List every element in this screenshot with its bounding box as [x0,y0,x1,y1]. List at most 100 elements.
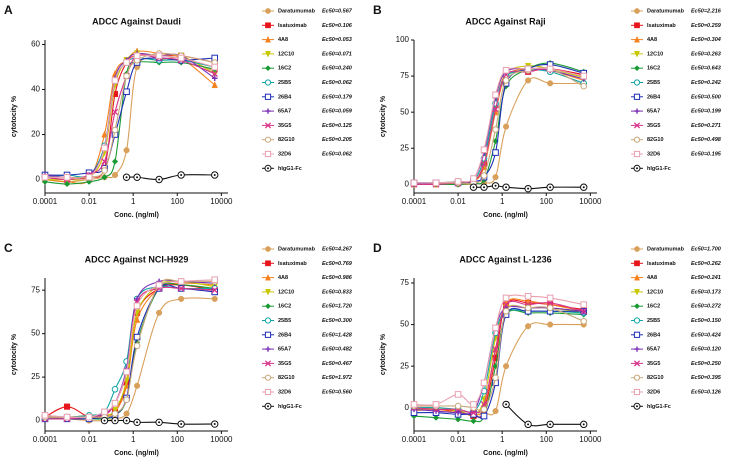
marker [634,65,640,72]
legend-label: Isatuximab [647,261,676,267]
series-line [44,279,215,419]
marker [546,294,554,302]
legend-label: 35G5 [278,361,291,367]
marker [503,363,510,370]
x-tick-label: 100 [171,197,185,206]
y-tick-label: 40 [31,85,40,94]
marker [492,126,499,133]
marker [265,273,271,281]
marker [480,379,488,387]
y-axis-label: cytotocity % [380,95,387,137]
x-tick-label: 0.0001 [33,197,58,206]
legend-ec50: Ec50=0.120 [691,347,721,353]
y-tick-label: 50 [400,320,409,329]
marker [580,308,587,315]
marker [265,346,271,352]
legend-label: 4A8 [647,37,657,43]
marker [503,123,510,130]
marker [492,174,499,181]
legend-ec50: Ec50=0.241 [691,275,721,281]
marker [111,410,119,417]
legend-label: 16C2 [647,304,660,310]
legend-label: 26B4 [278,94,292,100]
chart-title: ADCC Against NCI-H929 [85,254,189,264]
y-tick-label: 20 [31,130,40,139]
legend-ec50: Ec50=0.071 [322,51,352,57]
series-line [505,403,584,427]
legend-ec50: Ec50=0.467 [322,361,353,367]
y-tick-label: 25 [31,372,40,381]
marker [633,79,641,86]
marker [63,413,71,421]
marker [211,63,219,71]
y-tick-label: 50 [400,107,409,116]
marker-dot [494,184,497,187]
legend-label: Daratumumab [647,246,685,252]
marker [123,396,130,404]
marker [264,317,272,324]
legend-label: 82G10 [647,137,664,143]
panel-label: C [4,241,13,255]
marker [502,77,510,84]
marker [454,402,462,410]
legend-ec50: Ec50=0.240 [322,66,352,72]
legend-label: 26B4 [278,332,292,338]
legend-label: Isatuximab [647,23,676,29]
marker [492,91,499,99]
legend-ec50: Ec50=0.833 [322,289,352,295]
marker [265,289,271,296]
legend-label: 26B4 [647,94,661,100]
marker [41,173,49,181]
marker [265,65,271,72]
marker [633,122,641,129]
legend-ec50: Ec50=0.567 [322,8,353,14]
marker [492,324,499,332]
marker [525,323,532,330]
x-tick-label: 0.01 [81,435,97,444]
legend-ec50: Ec50=0.986 [322,275,353,281]
legend-ec50: Ec50=0.173 [691,289,721,295]
legend-ec50: Ec50=0.062 [322,151,352,157]
y-axis-label: cytotocity % [11,95,18,137]
marker [480,160,488,168]
marker [265,108,271,114]
x-tick-label: 0.01 [450,197,466,206]
marker [634,260,640,267]
marker-dot [549,423,552,426]
y-tick-label: 25 [400,143,409,152]
marker [580,317,588,325]
marker [492,149,499,156]
marker [480,172,488,179]
legend-ec50: Ec50=0.500 [691,94,721,100]
marker [111,399,119,407]
legend-label: Isatuximab [278,23,307,29]
marker [211,295,218,302]
marker [432,179,440,187]
y-tick-label: 75 [400,71,409,80]
legend-label: 65A7 [278,109,291,115]
marker [101,130,108,138]
marker [502,307,510,315]
marker [264,93,272,100]
y-axis-label: cytotocity % [11,333,18,375]
y-axis-label: cytotocity % [380,333,387,375]
series-line [413,304,584,412]
marker [265,35,271,43]
marker [264,150,272,158]
legend-label: hIgG1-Fc [278,166,302,172]
marker-dot [527,423,530,426]
legend-ec50: Ec50=1.972 [322,375,352,381]
legend-label: 4A8 [278,275,288,281]
series-line [44,54,215,181]
marker [633,317,641,324]
marker [633,374,641,381]
marker [265,51,271,58]
x-tick-label: 0.0001 [402,197,427,206]
marker [264,388,272,396]
marker [85,413,93,421]
marker [634,51,640,58]
y-tick-label: 100 [396,35,410,44]
marker [546,65,554,73]
marker [111,126,119,134]
